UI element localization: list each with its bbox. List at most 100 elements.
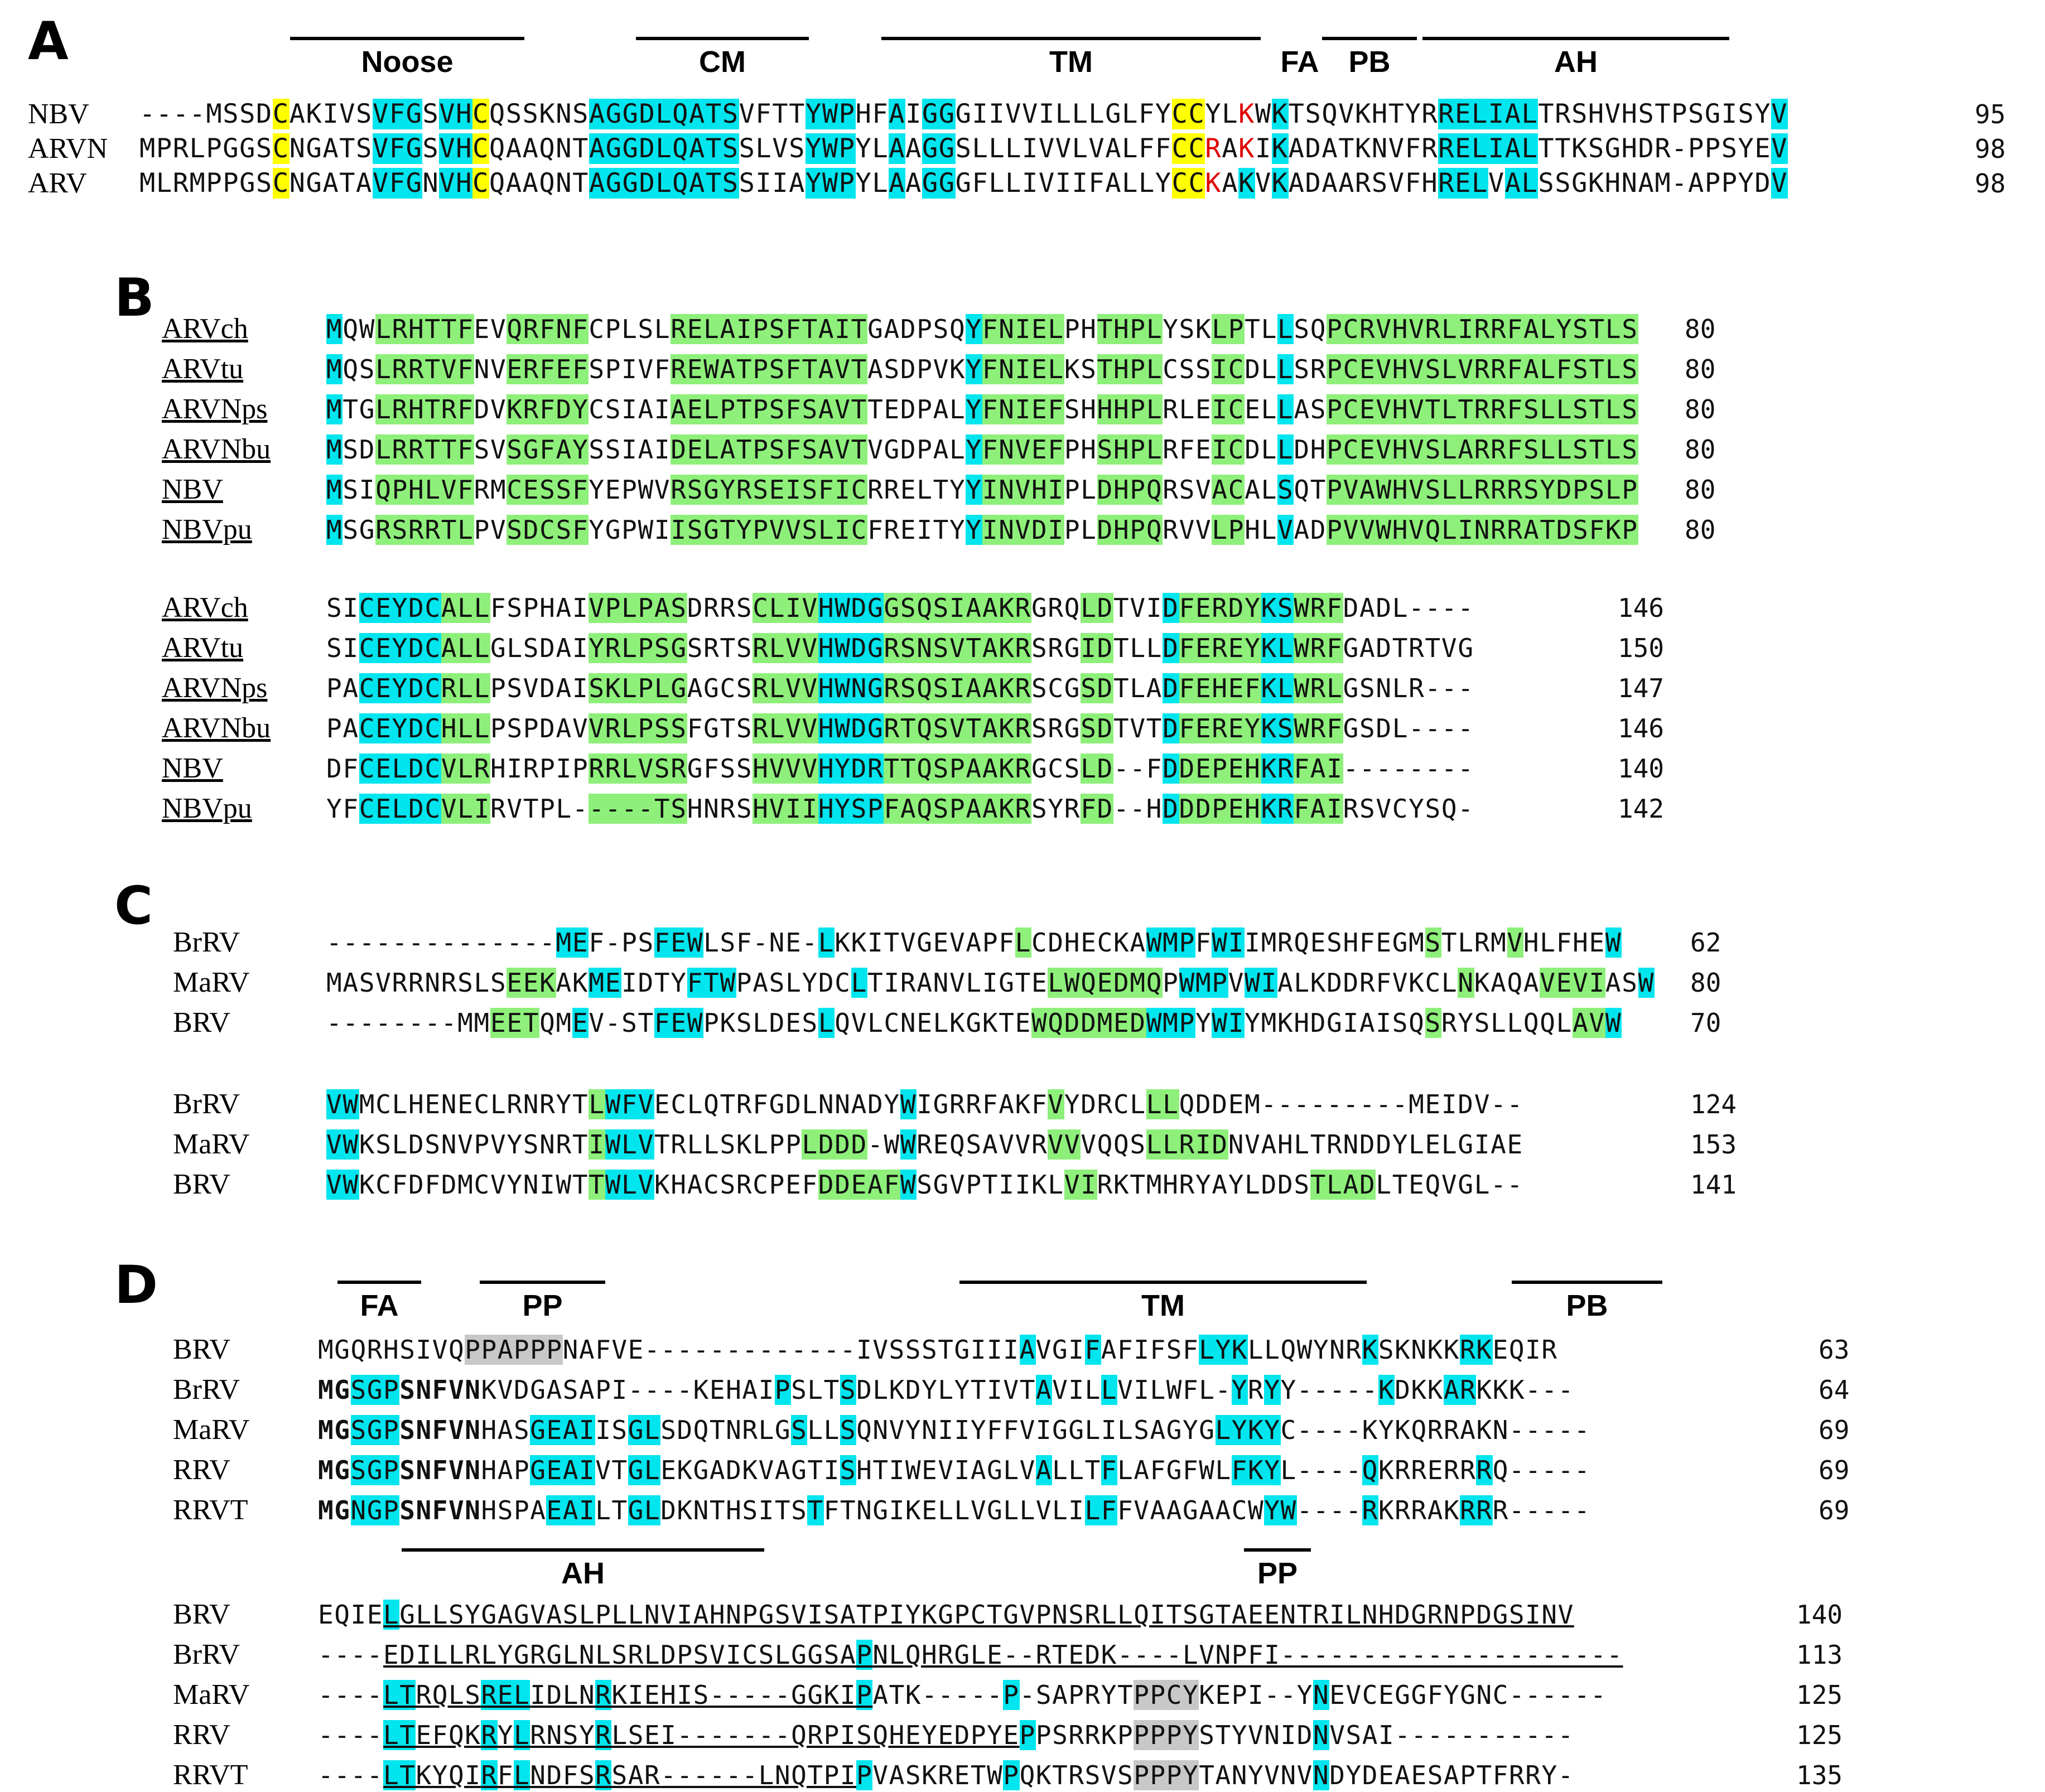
region-pb-d: PB [1512,1281,1662,1323]
residue-segment: LL [1146,1089,1179,1119]
sequence-row: ----LTKYQIRFLNDFSRSAR------LNQTPIPVASKRE… [318,1759,1574,1792]
region-fa-a: FA [1280,45,1319,79]
residue-segment: WHV [1376,475,1425,505]
residue-segment: VI [1064,1170,1097,1200]
residue-segment: LD [1081,753,1113,784]
residue-segment: VHV [1376,354,1425,384]
residue-segment: HWDG [818,593,884,623]
residue-segment: PCE [1327,394,1376,424]
residue-segment: -------------- [326,928,556,958]
residue-segment: WRF [1294,713,1343,743]
residue-segment: RLIRRF [1425,314,1523,344]
residue-segment: CC [1171,168,1205,199]
residue-segment: FEREY [1179,633,1261,663]
residue-segment: KHACSRCPEF [654,1170,818,1200]
region-fa-d: FA [337,1281,421,1323]
residue-segment: W [900,1170,917,1200]
residue-segment: SQ [1294,314,1327,344]
residue-segment: FNIEL [982,354,1064,384]
residue-segment: FEW [654,928,704,958]
residue-segment: Y [966,475,982,505]
residue-segment: R [595,1680,612,1710]
sequence-row: MQSLRRTVFNVERFEFSPIVFREWATPSFTAVTASDPVKY… [326,352,1638,386]
sequence-name: MaRV [173,967,250,998]
residue-segment: RRLVSR [589,753,687,784]
residue-segment: VW [326,1129,359,1160]
residue-segment: V [1228,968,1245,998]
residue-segment: INVHI [982,475,1064,505]
residue-segment: P [856,1760,873,1790]
residue-segment: Q [489,99,506,129]
residue-segment: K [1238,168,1255,199]
residue-segment: LT [383,1680,416,1710]
residue-segment: -W [867,1129,900,1160]
residue-segment: K [1271,133,1289,164]
residue-segment: L [1277,394,1294,424]
residue-segment: AC [1212,475,1245,505]
residue-segment: KS [1261,593,1294,623]
residue-segment: AD [1294,515,1327,545]
residue-segment: PCE [1327,434,1376,465]
residue-segment: AS [1294,394,1327,424]
residue-segment: LAFGFWL [1117,1455,1232,1485]
residue-segment: L [818,928,835,958]
residue-segment: EAI [546,1495,596,1525]
sequence-row: EQIELGLLSYGAGVASLPLLNVIAHNPGSVISATPIYKGP… [318,1598,1574,1631]
residue-count: 150 [1618,633,1665,663]
residue-segment: SNFVN [399,1495,481,1525]
residue-segment: YL [855,168,889,199]
residue-segment: ME [589,968,622,998]
residue-segment: W [1638,968,1655,998]
residue-segment: GL [628,1415,661,1445]
sequence-name: NBVpu [162,793,252,824]
residue-segment: L [1521,133,1538,164]
residue-segment: QVLCNELKGKTE [835,1008,1032,1038]
residue-segment: RM [474,475,507,505]
residue-count: 141 [1690,1170,1737,1200]
residue-segment: S [422,99,440,129]
residue-segment: FAI [1294,794,1343,824]
residue-segment: IDTY [621,968,687,998]
residue-segment: VHV [1376,314,1425,344]
residue-segment: PSPDAV [490,713,589,743]
residue-segment: MGQRHSIVQ [318,1335,465,1365]
residue-segment: L [1277,354,1294,384]
residue-segment: VFTT [739,99,806,129]
residue-count: 63 [1819,1335,1850,1365]
sequence-name: MaRV [173,1414,250,1446]
residue-segment: ---- [318,1680,383,1710]
residue-segment: CC [1171,99,1205,129]
sequence-row: MLRMPPGSCNGATAVFGNVHCQAAQNTAGGDLQATSSIIA… [139,167,1788,200]
sequence-row: MSIQPHLVFRMCESSFYEPWVRSGYRSEISFICRRELTYY… [326,473,1638,506]
residue-segment: DEPEH [1179,753,1261,784]
residue-segment: S [572,99,589,129]
residue-segment: GSNLR--- [1343,673,1474,703]
residue-segment: ALYSTLS [1523,314,1638,344]
residue-segment: R [481,1720,498,1750]
residue-segment: REWA [671,354,736,384]
residue-segment: GCS [1031,753,1081,784]
residue-segment: TLA [1113,673,1163,703]
residue-segment: VH [439,168,472,199]
residue-segment: MG [318,1495,351,1525]
residue-segment: KRRERR [1378,1455,1477,1485]
residue-segment: S [840,1415,857,1445]
residue-segment: T [589,1170,605,1200]
residue-segment: VFG [372,168,423,199]
residue-count: 125 [1796,1720,1843,1750]
residue-segment: SLARRF [1425,434,1523,465]
residue-segment: SAPI----KEHAI [562,1375,775,1405]
residue-segment: STYVNID [1199,1720,1313,1750]
residue-segment: WFV [605,1089,654,1119]
residue-segment: DKK [1395,1375,1444,1405]
residue-segment: SLLLIVVLVALFF [955,133,1172,164]
residue-segment: SAR [611,1760,661,1790]
residue-count: 80 [1685,394,1716,424]
residue-segment: HVII [753,794,818,824]
residue-segment: A [905,168,922,199]
residue-segment: SRG [1031,713,1081,743]
residue-segment: TPSFSAVT [736,434,868,465]
residue-segment: M [326,314,343,344]
residue-segment: CC [1171,133,1205,164]
residue-segment: EQIR [1492,1335,1558,1365]
